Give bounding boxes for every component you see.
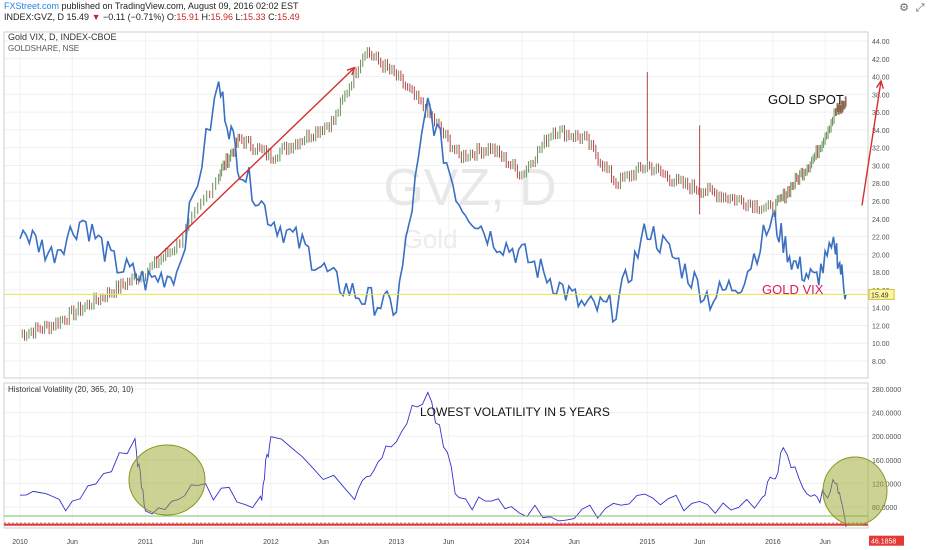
lower-title: Historical Volatility (20, 365, 20, 10) xyxy=(8,385,134,394)
x-tick-label: Jun xyxy=(694,539,705,546)
annotation-lowest: LOWEST VOLATILITY IN 5 YEARS xyxy=(420,405,610,419)
x-tick-label: Jun xyxy=(819,539,830,546)
close-label: C: xyxy=(268,12,278,22)
high-value: 15.96 xyxy=(210,12,233,22)
hv-value-text: 46.1858 xyxy=(871,539,896,546)
y-tick-label: 20.00 xyxy=(872,252,890,259)
x-tick-label: 2013 xyxy=(389,539,405,546)
y-tick-label: 40.00 xyxy=(872,75,890,82)
main-subtitle: GOLDSHARE, NSE xyxy=(8,44,79,53)
y-tick-label: 34.00 xyxy=(872,128,890,135)
label-gold-spot: GOLD SPOT xyxy=(768,92,844,107)
x-tick-label: Jun xyxy=(192,539,203,546)
price-tag xyxy=(868,288,895,300)
vix-series xyxy=(19,81,847,324)
highlight-circle-2016 xyxy=(822,456,888,526)
y-tick-label: 200.0000 xyxy=(872,434,901,441)
axes: 44.00 42.00 40.00 38.00 36.00 34.00 32.00 30.00… xyxy=(3,31,904,546)
y-tick-label: 240.0000 xyxy=(872,411,901,418)
vix-line xyxy=(19,81,847,324)
y-tick-label: 26.00 xyxy=(872,199,890,206)
y-tick-label: 30.00 xyxy=(872,163,890,170)
brand-link[interactable]: FXStreet.com xyxy=(4,1,60,11)
y-tick-label: 160.0000 xyxy=(872,458,901,465)
lower-pane-frame xyxy=(3,382,869,529)
y-tick-label: 80.0000 xyxy=(872,505,897,512)
open-label: O: xyxy=(166,12,177,22)
main-title: Gold VIX, D, INDEX-CBOE xyxy=(8,32,117,42)
y-tick-label: 22.00 xyxy=(872,235,890,242)
gold-series xyxy=(21,47,847,341)
y-tick-label: 42.00 xyxy=(872,57,890,64)
publish-info: FXStreet.com published on TradingView.co… xyxy=(4,1,299,11)
x-tick-label: 2016 xyxy=(765,539,781,546)
high-label: H: xyxy=(201,12,211,22)
y-tick-label: 14.00 xyxy=(872,306,890,313)
x-tick-label: 2015 xyxy=(640,539,656,546)
x-tick-label: 2011 xyxy=(138,539,153,546)
symbol: INDEX:GVZ, D xyxy=(4,12,65,22)
y-tick-label: 18.00 xyxy=(872,270,890,277)
price-tag-text: 15.49 xyxy=(871,292,889,299)
x-tick-label: Jun xyxy=(443,539,454,546)
grid xyxy=(4,32,868,528)
fullscreen-icon[interactable]: ⤢ xyxy=(915,2,925,14)
y-tick-label: 36.00 xyxy=(872,110,890,117)
x-tick-label: Jun xyxy=(67,539,78,546)
open-value: 15.91 xyxy=(176,12,199,22)
low-label: L: xyxy=(235,12,244,22)
x-tick-label: 2010 xyxy=(12,539,28,546)
y-tick-label: 8.00 xyxy=(872,359,886,366)
x-tick-label: Jun xyxy=(318,539,329,546)
hv-value-tag xyxy=(869,535,904,546)
y-tick-label: 10.00 xyxy=(872,341,890,348)
y-tick-label: 38.00 xyxy=(872,92,890,99)
close-value: 15.49 xyxy=(277,12,300,22)
main-pane-frame xyxy=(3,31,869,379)
down-arrow-icon: ▼ xyxy=(91,12,101,22)
symbol-line: INDEX:GVZ, D 15.49 ▼ −0.11 (−0.71%) O:15… xyxy=(4,12,300,22)
highlight-circle-2011 xyxy=(128,444,206,516)
label-gold-vix: GOLD VIX xyxy=(762,282,824,297)
rally-arrow-head xyxy=(346,66,356,76)
recent-rally-arrow-head xyxy=(875,79,885,89)
y-tick-label: 32.00 xyxy=(872,146,890,153)
watermark-sub: Gold xyxy=(403,224,458,254)
x-tick-label: 2014 xyxy=(514,539,530,546)
x-tick-label: 2012 xyxy=(263,539,279,546)
y-tick-label: 44.00 xyxy=(872,39,890,46)
change: −0.11 (−0.71%) xyxy=(103,12,165,22)
last-price: 15.49 xyxy=(66,12,90,22)
y-tick-label: 280.0000 xyxy=(872,387,901,394)
x-tick-label: Jun xyxy=(569,539,580,546)
publish-text: published on TradingView.com, August 09,… xyxy=(59,1,299,11)
y-tick-label: 12.00 xyxy=(872,323,890,330)
y-tick-label: 24.00 xyxy=(872,217,890,224)
recent-rally-arrow xyxy=(861,80,882,206)
rally-arrow xyxy=(155,67,356,260)
y-tick-label: 28.00 xyxy=(872,181,890,188)
low-value: 15.33 xyxy=(243,12,266,22)
gear-icon[interactable]: ⚙ xyxy=(899,2,909,14)
